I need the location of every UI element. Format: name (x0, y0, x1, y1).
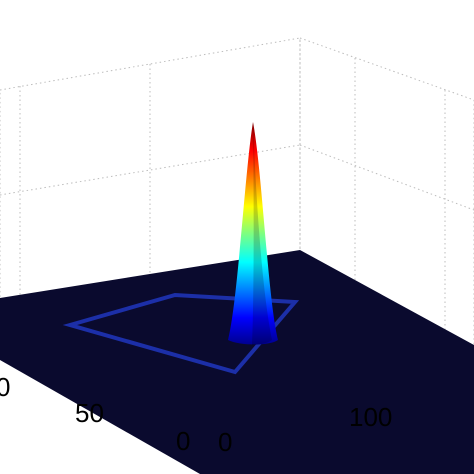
axis-ticks: 0 50 0 0 100 (0, 372, 392, 457)
x-tick-label: 100 (349, 402, 392, 432)
peak-shading (252, 122, 272, 345)
back-left-wall (0, 37, 301, 301)
surface-peak (228, 122, 278, 345)
surface-floor (0, 250, 474, 474)
y-tick-label: 50 (75, 398, 104, 428)
x-tick-label: 0 (218, 427, 232, 457)
y-tick-label: 0 (176, 426, 190, 456)
y-tick-label: 0 (0, 372, 10, 402)
peak-body (228, 122, 278, 345)
grid-line-h2 (299, 144, 474, 211)
surface-ridge (62, 292, 300, 375)
